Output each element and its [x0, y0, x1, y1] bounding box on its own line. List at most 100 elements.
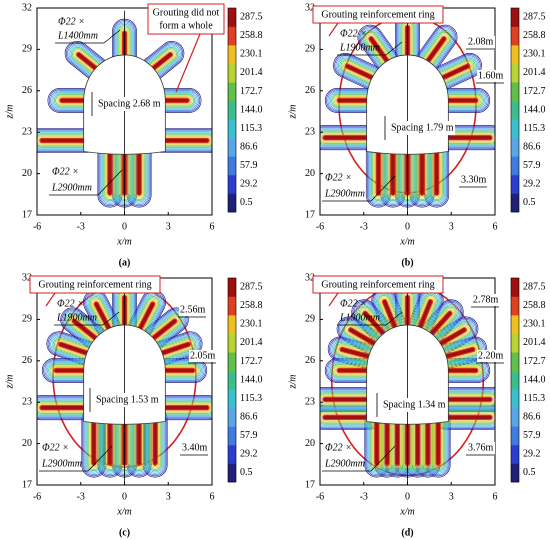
x-tick-label: 3	[166, 221, 171, 232]
y-tick-label: 23	[22, 396, 32, 407]
colorbar-segment	[511, 193, 519, 213]
y-axis-label: z/m	[4, 375, 15, 390]
contour-line	[108, 419, 112, 465]
colorbar-label: 258.8	[523, 300, 546, 311]
spacing-bg	[90, 97, 162, 111]
bolt-label: Φ22 ×	[52, 166, 79, 177]
leader-line	[385, 41, 403, 56]
x-axis-label: x/m	[399, 506, 414, 517]
colorbar-label: 258.8	[523, 30, 546, 41]
x-tick-label: -6	[33, 221, 41, 232]
contour-line	[137, 419, 141, 465]
colorbar-label: 172.7	[240, 86, 263, 97]
contour-line	[40, 406, 86, 410]
bolt-label: L2900mm	[324, 188, 365, 199]
x-tick-label: 6	[210, 221, 215, 232]
ring-box	[312, 275, 444, 294]
ring-label: Grouting reinforcement ring	[321, 279, 434, 290]
colorbar-segment	[228, 63, 236, 83]
contour-line	[163, 138, 209, 143]
colorbar-segment	[511, 174, 519, 194]
panel-label: (a)	[119, 257, 131, 268]
colorbar-segment	[511, 444, 519, 464]
leader-line	[97, 169, 123, 196]
contour-line	[60, 98, 86, 103]
bolt-label: L1900mm	[56, 312, 97, 323]
dimension-label: 2.20m	[478, 350, 504, 361]
note-arrow	[175, 33, 201, 93]
colorbar-label: 287.5	[240, 282, 263, 293]
dimension-label: 3.30m	[461, 174, 487, 185]
colorbar-label: 86.6	[523, 411, 541, 422]
x-tick-label: 3	[449, 221, 454, 232]
x-tick-label: -3	[77, 221, 85, 232]
panel-label: (d)	[401, 527, 413, 538]
colorbar-label: 86.6	[240, 411, 258, 422]
colorbar-segment	[228, 100, 236, 120]
dimension-label: 2.78m	[473, 294, 499, 305]
contour-line	[323, 415, 369, 420]
colorbar-segment	[228, 352, 236, 372]
plot-area	[37, 8, 212, 215]
colorbar-label: 144.0	[240, 374, 263, 385]
colorbar-label: 29.2	[523, 448, 541, 459]
colorbar-segment	[228, 296, 236, 316]
colorbar-segment	[228, 463, 236, 483]
dimension-label: 2.08m	[468, 36, 494, 47]
bolt-label: Φ22 ×	[340, 298, 367, 309]
colorbar-label: 144.0	[523, 374, 546, 385]
contour-line	[436, 419, 440, 465]
colorbar-segment	[228, 407, 236, 427]
spacing-bg	[383, 121, 455, 135]
colorbar-segment	[511, 407, 519, 427]
colorbar-segment	[511, 463, 519, 483]
y-tick-label: 20	[22, 168, 32, 179]
x-tick-label: -3	[360, 491, 368, 502]
colorbar-label: 287.5	[523, 12, 546, 23]
colorbar-segment	[511, 8, 519, 27]
bolt-label: L2900mm	[324, 458, 365, 469]
bolt-label: Φ22 ×	[57, 298, 84, 309]
contour-line	[54, 368, 86, 373]
colorbar-segment	[511, 333, 519, 353]
colorbar-segment	[228, 45, 236, 64]
colorbar-segment	[511, 156, 519, 176]
bolt-label: Φ22 ×	[58, 16, 85, 27]
bolt-label: Φ22 ×	[340, 28, 367, 39]
colorbar-label: 230.1	[240, 319, 263, 330]
colorbar-label: 172.7	[523, 356, 546, 367]
colorbar-label: 201.4	[240, 67, 263, 78]
contour-line	[420, 149, 424, 195]
colorbar-label: 230.1	[523, 319, 546, 330]
x-tick-label: 0	[405, 491, 410, 502]
dimension-label: 3.76m	[468, 442, 494, 453]
colorbar-label: 115.3	[240, 393, 262, 404]
panel: -6 -3 0 3 6 17 20 23 26 29 32 x/m z/m (a) 0.5 29.2 57.9 8…	[4, 2, 262, 268]
dim-bg	[179, 304, 207, 316]
contour-line	[137, 149, 141, 195]
contour-line	[446, 368, 478, 373]
spacing-bg	[375, 398, 447, 412]
contour-line	[391, 149, 395, 195]
colorbar-label: 230.1	[523, 49, 546, 60]
colorbar-label: 57.9	[523, 430, 541, 441]
dim-bg	[189, 350, 217, 362]
contour-line	[415, 419, 420, 465]
y-tick-label: 32	[22, 2, 32, 13]
colorbar-segment	[511, 63, 519, 83]
leader-line	[102, 311, 120, 326]
y-tick-label: 32	[305, 2, 315, 13]
x-tick-label: 3	[166, 491, 171, 502]
ring-label: Grouting reinforcement ring	[38, 279, 151, 290]
y-tick-label: 23	[305, 396, 315, 407]
y-tick-label: 17	[22, 209, 32, 220]
dim-bg	[460, 174, 488, 186]
colorbar-label: 57.9	[240, 430, 258, 441]
dim-bg	[467, 442, 495, 454]
y-axis-label: z/m	[287, 375, 298, 390]
ring-arrow	[328, 22, 339, 37]
y-tick-label: 32	[22, 272, 32, 283]
colorbar-segment	[511, 278, 519, 297]
dimension-label: 2.56m	[180, 304, 206, 315]
dim-bg	[477, 350, 505, 362]
